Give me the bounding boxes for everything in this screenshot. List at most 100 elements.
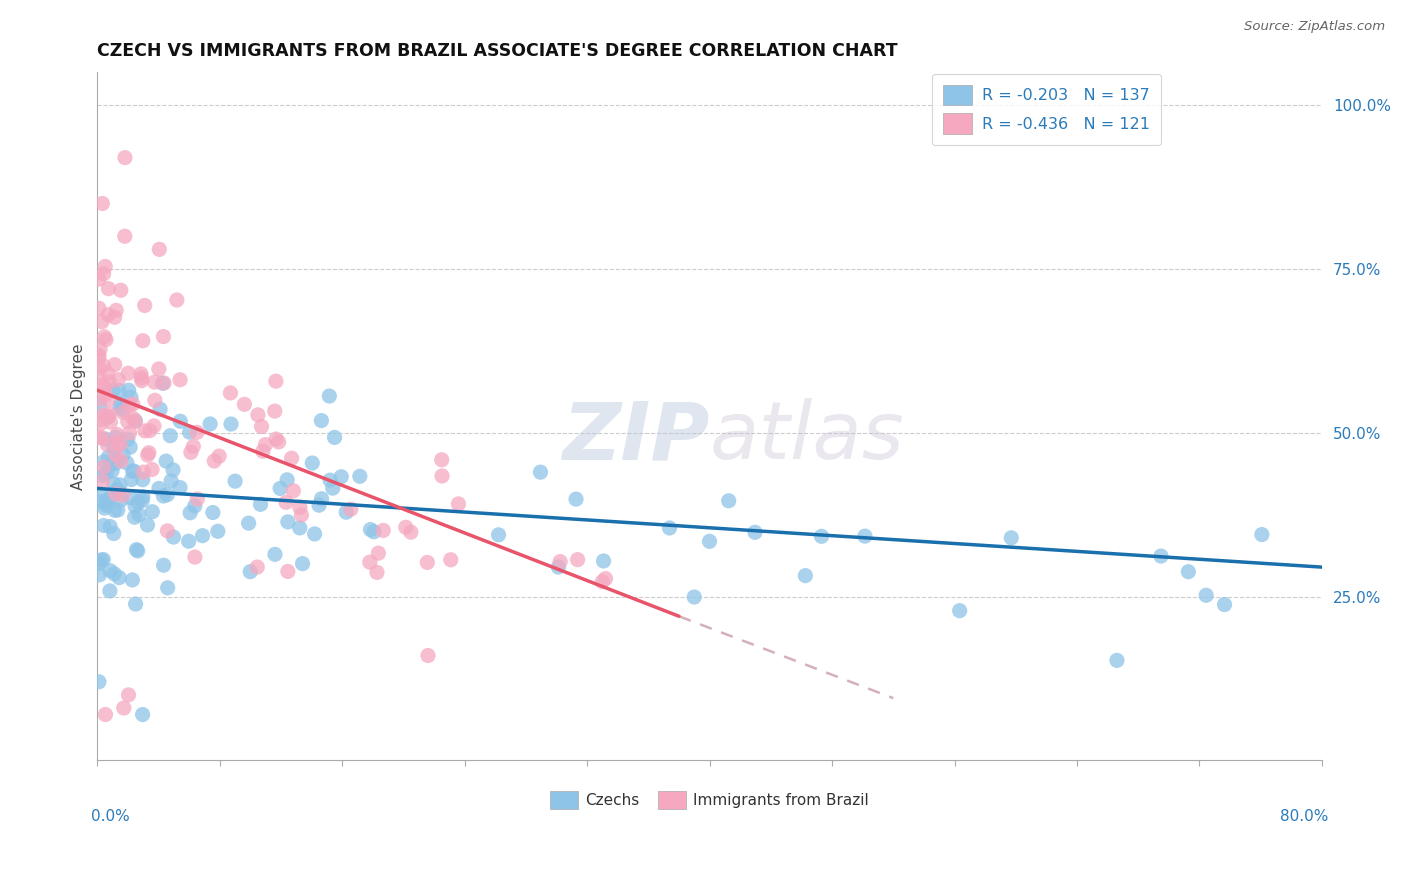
Point — [91, 475, 114, 489]
Point — [100, 415, 122, 429]
Point — [131, 374, 153, 388]
Point — [263, 404, 285, 418]
Point — [96, 466, 118, 480]
Point — [156, 524, 179, 538]
Point — [110, 454, 132, 468]
Point — [105, 303, 128, 318]
Point — [108, 384, 131, 398]
Point — [949, 604, 972, 618]
Point — [125, 542, 148, 557]
Point — [87, 430, 110, 444]
Point — [152, 489, 174, 503]
Point — [94, 388, 117, 402]
Legend: Czechs, Immigrants from Brazil: Czechs, Immigrants from Brazil — [544, 785, 875, 814]
Point — [93, 501, 115, 516]
Point — [191, 529, 214, 543]
Point — [94, 496, 117, 510]
Point — [264, 547, 287, 561]
Point — [94, 260, 117, 274]
Point — [440, 553, 463, 567]
Point — [1251, 527, 1274, 541]
Point — [143, 375, 166, 389]
Point — [120, 390, 142, 404]
Point — [143, 393, 166, 408]
Point — [93, 267, 115, 281]
Point — [129, 367, 152, 381]
Point — [118, 425, 141, 440]
Point — [112, 701, 135, 715]
Point — [488, 528, 510, 542]
Text: Source: ZipAtlas.com: Source: ZipAtlas.com — [1244, 20, 1385, 33]
Point — [90, 553, 112, 567]
Point — [179, 425, 201, 439]
Point — [93, 460, 115, 475]
Point — [152, 376, 174, 391]
Point — [565, 492, 588, 507]
Point — [91, 552, 114, 566]
Point — [311, 491, 333, 506]
Point — [132, 490, 155, 504]
Point — [447, 497, 470, 511]
Point — [87, 369, 110, 384]
Point — [269, 482, 291, 496]
Point — [124, 510, 146, 524]
Point — [117, 433, 139, 447]
Point — [105, 453, 128, 467]
Point — [399, 525, 422, 540]
Point — [318, 389, 340, 403]
Point — [283, 483, 305, 498]
Point — [744, 525, 766, 540]
Point — [349, 469, 371, 483]
Point — [291, 557, 314, 571]
Point — [529, 465, 551, 479]
Point — [104, 457, 127, 471]
Point — [794, 568, 817, 582]
Point — [319, 473, 342, 487]
Point — [89, 413, 111, 427]
Point — [89, 494, 111, 508]
Point — [111, 402, 134, 417]
Point — [121, 573, 143, 587]
Point — [122, 411, 145, 425]
Point — [136, 448, 159, 462]
Point — [105, 427, 128, 442]
Point — [110, 396, 132, 410]
Point — [87, 674, 110, 689]
Point — [89, 567, 111, 582]
Point — [90, 416, 112, 430]
Point — [152, 329, 174, 343]
Point — [132, 334, 155, 348]
Point — [117, 415, 139, 429]
Point — [335, 505, 357, 519]
Point — [103, 442, 125, 456]
Point — [233, 397, 256, 411]
Point — [107, 503, 129, 517]
Point — [96, 437, 118, 451]
Point — [359, 555, 381, 569]
Point — [87, 348, 110, 362]
Point — [132, 465, 155, 479]
Point — [323, 430, 346, 444]
Point — [98, 583, 121, 598]
Point — [107, 483, 129, 497]
Point — [277, 515, 299, 529]
Point — [340, 502, 363, 516]
Point — [124, 500, 146, 514]
Point — [658, 521, 681, 535]
Point — [148, 243, 170, 257]
Point — [104, 503, 127, 517]
Point — [104, 358, 127, 372]
Point — [120, 491, 142, 505]
Point — [98, 407, 121, 421]
Point — [91, 196, 114, 211]
Point — [94, 333, 117, 347]
Point — [330, 469, 353, 483]
Point — [108, 400, 131, 414]
Point — [139, 424, 162, 438]
Point — [103, 526, 125, 541]
Text: atlas: atlas — [710, 398, 904, 476]
Point — [121, 397, 143, 411]
Point — [111, 488, 134, 502]
Point — [148, 362, 170, 376]
Point — [91, 468, 114, 483]
